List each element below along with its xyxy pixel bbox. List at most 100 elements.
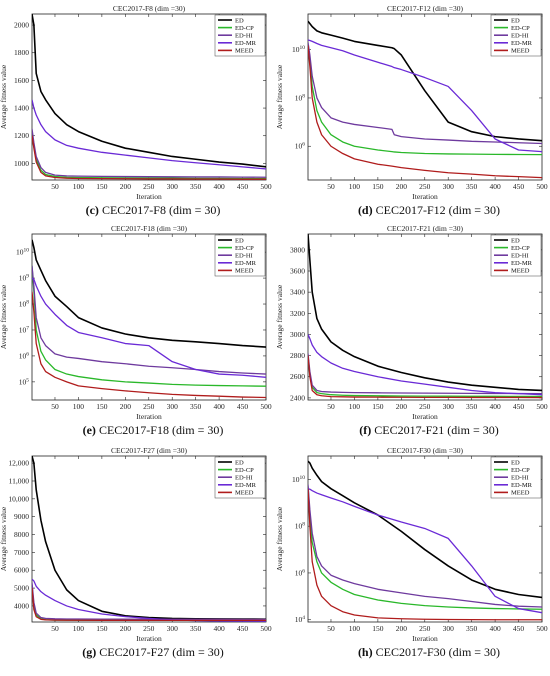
series-line-ed — [32, 239, 266, 348]
x-tick-label: 300 — [443, 624, 455, 633]
x-tick-label: 200 — [120, 402, 132, 411]
y-axis-label: Average fitness value — [275, 284, 284, 349]
x-tick-label: 500 — [260, 402, 272, 411]
y-tick-label: 10,000 — [8, 494, 29, 503]
legend-label: ED-CP — [235, 25, 254, 32]
x-tick-label: 350 — [466, 402, 478, 411]
series-line-meed — [308, 488, 542, 621]
caption-text: CEC2017-F8 (dim = 30) — [102, 203, 220, 217]
x-tick-label: 450 — [513, 182, 525, 191]
y-tick-label: 9000 — [14, 512, 29, 521]
y-tick-label: 106 — [295, 568, 306, 577]
chart-panel-e: CEC2017-F18 (dim =30) 50 100 150 200 250 300 35… — [0, 224, 272, 437]
series-line-ed-hi — [308, 484, 542, 608]
series-line-ed-cp — [308, 486, 542, 610]
series-line-meed — [308, 355, 542, 399]
legend-label: ED-HI — [511, 475, 529, 482]
series-line-ed-hi — [308, 353, 542, 395]
y-tick-label: 108 — [295, 522, 306, 531]
y-tick-label: 1010 — [292, 475, 305, 484]
series-line-meed — [32, 588, 266, 622]
x-axis-label: Iteration — [136, 192, 162, 201]
y-tick-label: 104 — [295, 615, 306, 624]
legend-label: MEED — [235, 48, 254, 55]
x-tick-label: 350 — [190, 624, 202, 633]
y-axis-label: Average fitness value — [0, 506, 8, 571]
caption-text: CEC2017-F27 (dim = 30) — [99, 645, 223, 659]
legend-label: ED — [235, 237, 244, 244]
caption-text: CEC2017-F30 (dim = 30) — [376, 645, 500, 659]
x-tick-label: 50 — [51, 402, 59, 411]
x-tick-label: 500 — [260, 182, 272, 191]
x-tick-label: 200 — [120, 624, 132, 633]
y-tick-label: 3800 — [290, 245, 305, 254]
y-tick-label: 105 — [19, 377, 30, 386]
y-tick-label: 3400 — [290, 288, 305, 297]
x-tick-label: 50 — [327, 624, 335, 633]
series-line-ed — [32, 14, 266, 168]
panel-caption: (f) CEC2017-F21 (dim = 30) — [359, 423, 498, 437]
x-axis-label: Iteration — [136, 634, 162, 643]
chart-panel-c: CEC2017-F8 (dim =30) 50 100 150 200 250 300 350… — [0, 4, 272, 217]
x-tick-label: 50 — [327, 182, 335, 191]
series-line-ed-cp — [32, 265, 266, 387]
series-line-ed-cp — [308, 45, 542, 156]
series-line-ed-hi — [32, 582, 266, 621]
x-tick-label: 400 — [489, 402, 501, 411]
x-axis-label: Iteration — [412, 634, 438, 643]
legend-label: ED — [235, 17, 244, 24]
legend-label: ED-CP — [511, 467, 530, 474]
y-axis-label: Average fitness value — [275, 506, 284, 571]
y-tick-label: 1200 — [14, 131, 29, 140]
x-tick-label: 500 — [536, 624, 548, 633]
x-tick-label: 250 — [143, 624, 155, 633]
chart-panel-g: CEC2017-F27 (dim =30) 50 100 150 200 250 300 35… — [0, 446, 272, 659]
caption-text: CEC2017-F21 (dim = 30) — [374, 423, 498, 437]
x-tick-label: 450 — [513, 402, 525, 411]
legend-label: ED-MR — [511, 482, 533, 489]
caption-letter: (f) — [359, 423, 371, 437]
series-line-ed-cp — [308, 355, 542, 398]
caption-letter: (c) — [86, 203, 99, 217]
caption-text: CEC2017-F12 (dim = 30) — [376, 203, 500, 217]
x-tick-label: 200 — [120, 182, 132, 191]
series-line-ed-cp — [32, 135, 266, 180]
caption-text: CEC2017-F18 (dim = 30) — [99, 423, 223, 437]
y-tick-label: 5000 — [14, 584, 29, 593]
x-tick-label: 400 — [489, 182, 501, 191]
y-tick-label: 2400 — [290, 393, 305, 402]
series-line-meed — [308, 45, 542, 179]
x-tick-label: 350 — [190, 182, 202, 191]
series-line-ed — [308, 234, 542, 392]
x-tick-label: 300 — [167, 182, 179, 191]
series-line-ed-mr — [32, 99, 266, 170]
x-tick-label: 200 — [396, 402, 408, 411]
legend-label: ED — [511, 237, 520, 244]
series-line-ed-hi — [32, 128, 266, 178]
panel-caption: (d) CEC2017-F12 (dim = 30) — [358, 203, 500, 217]
x-tick-label: 100 — [73, 182, 85, 191]
legend-label: ED-HI — [511, 33, 529, 40]
legend-label: ED-CP — [235, 467, 254, 474]
legend-label: ED — [511, 459, 520, 466]
x-tick-label: 300 — [443, 402, 455, 411]
x-tick-label: 400 — [213, 182, 225, 191]
legend-label: ED-CP — [511, 245, 530, 252]
x-tick-label: 150 — [372, 624, 384, 633]
series-line-ed-mr — [32, 277, 266, 378]
x-tick-label: 500 — [536, 182, 548, 191]
x-tick-label: 100 — [349, 624, 361, 633]
x-tick-label: 100 — [73, 624, 85, 633]
x-tick-label: 400 — [489, 624, 501, 633]
y-tick-label: 1800 — [14, 48, 29, 57]
series-line-ed — [308, 460, 542, 599]
x-axis-label: Iteration — [412, 192, 438, 201]
y-tick-label: 11,000 — [9, 476, 30, 485]
y-tick-label: 2600 — [290, 372, 305, 381]
caption-letter: (h) — [358, 645, 373, 659]
panel-caption: (c) CEC2017-F8 (dim = 30) — [86, 203, 221, 217]
x-tick-label: 50 — [327, 402, 335, 411]
